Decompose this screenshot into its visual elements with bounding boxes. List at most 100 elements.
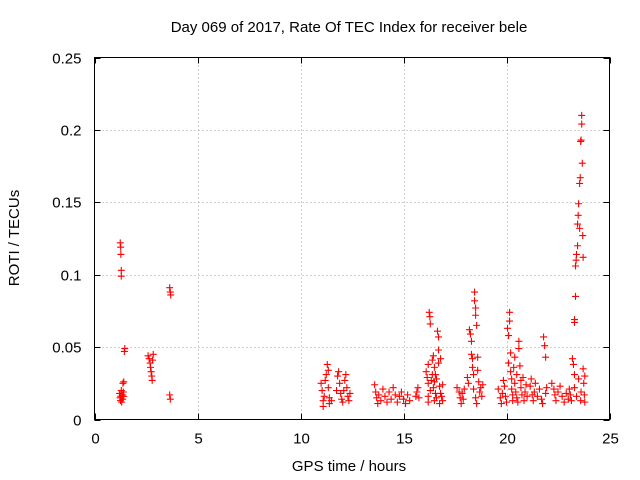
data-point: [542, 353, 550, 361]
data-point: [550, 385, 558, 393]
data-point: [166, 395, 174, 403]
data-point: [515, 337, 523, 345]
data-point: [511, 379, 519, 387]
y-tick-label: 0.2: [61, 123, 82, 140]
data-point: [511, 353, 519, 361]
data-point: [541, 342, 549, 350]
data-point: [402, 400, 410, 408]
data-point: [147, 363, 155, 371]
data-point: [119, 379, 127, 387]
data-point: [166, 284, 174, 292]
plot-frame: [94, 57, 610, 420]
data-point: [504, 324, 512, 332]
y-tick-label: 0: [73, 413, 81, 430]
data-point: [470, 371, 478, 379]
data-point: [503, 398, 510, 406]
data-point: [456, 394, 464, 402]
data-point: [437, 389, 445, 397]
data-point: [117, 272, 125, 280]
data-point: [538, 395, 546, 403]
data-point: [575, 200, 583, 208]
data-point: [568, 355, 576, 363]
data-point: [472, 304, 480, 312]
data-point: [494, 385, 502, 393]
data-point: [508, 385, 516, 393]
data-point: [453, 384, 461, 392]
data-point: [379, 385, 387, 393]
x-tick-label: 20: [499, 431, 516, 448]
data-point: [522, 381, 530, 389]
data-point: [578, 159, 586, 167]
data-point: [166, 391, 174, 399]
data-point: [570, 384, 578, 392]
data-point: [424, 379, 432, 387]
data-point: [338, 395, 346, 403]
data-point: [523, 392, 531, 400]
x-tick-labels: 0 5 10 15 20 25: [91, 431, 619, 448]
data-point: [439, 381, 447, 389]
data-point: [498, 389, 506, 397]
data-point: [469, 363, 477, 371]
x-tick-label: 25: [602, 431, 619, 448]
data-point: [371, 381, 379, 389]
data-point: [460, 385, 468, 393]
data-point: [514, 398, 522, 406]
y-tick-label: 0.05: [52, 340, 81, 357]
data-point: [470, 385, 478, 393]
data-point: [393, 398, 401, 406]
data-point: [535, 385, 543, 393]
data-point: [426, 313, 434, 321]
axis-ticks: [94, 57, 611, 421]
data-point: [558, 392, 566, 400]
data-point: [436, 382, 444, 390]
x-tick-label: 0: [91, 431, 99, 448]
data-point: [345, 397, 353, 405]
data-point: [517, 384, 525, 392]
data-point: [336, 379, 344, 387]
data-point: [121, 345, 129, 353]
data-point: [564, 395, 572, 403]
data-point: [423, 374, 431, 382]
data-point: [435, 333, 443, 341]
data-point: [459, 395, 467, 403]
data-point: [496, 394, 504, 402]
data-point: [529, 397, 537, 405]
data-point: [412, 392, 420, 400]
data-point: [381, 392, 389, 400]
data-point: [497, 400, 505, 408]
data-point: [435, 346, 443, 354]
data-point: [319, 402, 327, 410]
y-tick-label: 0.15: [52, 195, 81, 212]
data-point: [118, 398, 126, 406]
data-point: [391, 391, 399, 399]
y-axis-title: ROTI / TECUs: [6, 190, 23, 286]
data-point: [335, 368, 343, 376]
data-point: [397, 388, 405, 396]
data-point: [479, 381, 487, 389]
data-point: [473, 400, 481, 408]
data-point: [573, 250, 581, 258]
data-point: [533, 392, 541, 400]
data-point: [580, 379, 588, 387]
data-point: [508, 375, 516, 383]
data-point: [566, 391, 574, 399]
grid-lines: [94, 57, 610, 420]
data-point: [383, 398, 391, 406]
data-point: [552, 397, 560, 405]
data-point: [414, 384, 422, 392]
data-point: [404, 391, 412, 399]
data-point: [542, 389, 550, 397]
data-point: [374, 400, 382, 408]
data-point: [436, 400, 444, 408]
data-point: [548, 379, 556, 387]
y-tick-label: 0.25: [52, 51, 81, 68]
data-point: [389, 384, 397, 392]
data-point: [576, 179, 584, 187]
data-point: [343, 384, 351, 392]
data-point: [551, 391, 559, 399]
data-point: [562, 389, 570, 397]
data-point: [472, 394, 480, 402]
data-points: [116, 111, 589, 410]
x-tick-label: 10: [293, 431, 310, 448]
data-point: [385, 388, 393, 396]
